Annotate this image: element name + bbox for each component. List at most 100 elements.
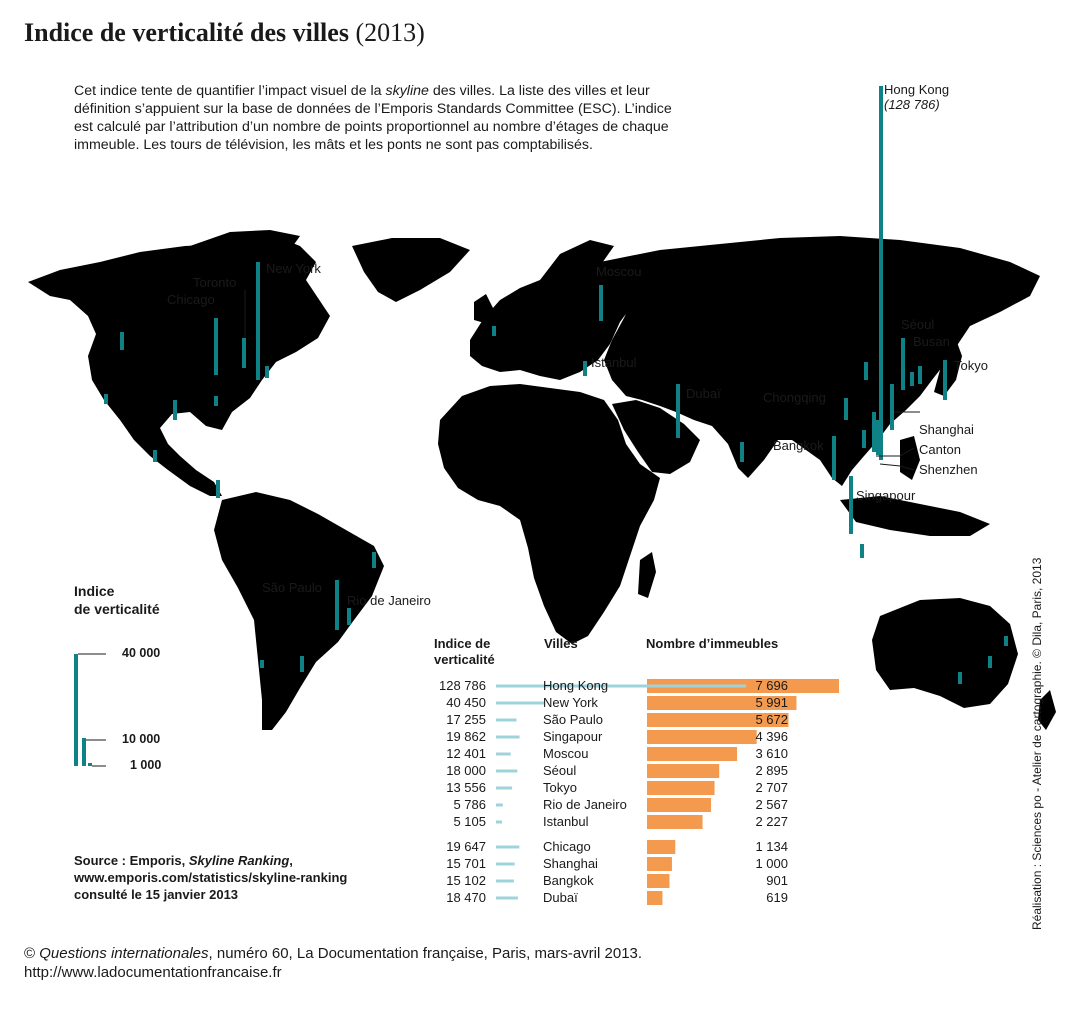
label-hong-kong: Hong Kong (128 786) bbox=[884, 82, 949, 112]
land-indonesia bbox=[840, 496, 990, 536]
table-cell-buildings: 2 227 bbox=[755, 814, 788, 829]
source-url: www.emporis.com/statistics/skyline-ranki… bbox=[74, 870, 348, 885]
bar-small bbox=[864, 362, 868, 380]
index-bar bbox=[496, 845, 520, 849]
bar-seoul bbox=[901, 338, 905, 390]
bar-small bbox=[740, 442, 744, 462]
bar-shenzhen bbox=[876, 420, 880, 455]
credit-url[interactable]: http://www.ladocumentationfrancaise.fr bbox=[24, 964, 282, 981]
buildings-bar bbox=[647, 815, 703, 829]
table-cell-city: Bangkok bbox=[543, 873, 594, 888]
table-cell-city: Dubaï bbox=[543, 890, 578, 905]
buildings-bar bbox=[647, 798, 712, 812]
index-bar bbox=[496, 769, 518, 773]
label-moscou: Moscou bbox=[596, 264, 642, 279]
bar-small bbox=[910, 372, 914, 386]
bar-bangkok bbox=[832, 436, 836, 480]
legend-value-1000: 1 000 bbox=[130, 758, 162, 772]
label-shanghai: Shanghai bbox=[919, 422, 974, 437]
table-cell-buildings: 5 672 bbox=[755, 712, 788, 727]
index-bar bbox=[496, 752, 511, 756]
source-prefix: Source : Emporis, bbox=[74, 853, 189, 868]
table-cell-city: Tokyo bbox=[543, 780, 577, 795]
legend-bars bbox=[74, 654, 92, 766]
buildings-bar bbox=[647, 747, 738, 761]
land-british-isles bbox=[474, 294, 494, 324]
bar-small bbox=[214, 396, 218, 406]
table-bars bbox=[496, 679, 839, 905]
label-chicago: Chicago bbox=[167, 292, 215, 307]
table-cell-buildings: 2 707 bbox=[755, 780, 788, 795]
label-hong-kong-value: (128 786) bbox=[884, 97, 940, 112]
bar-moscou bbox=[599, 285, 603, 321]
bar-toronto bbox=[242, 338, 246, 368]
land-africa bbox=[438, 384, 660, 644]
label-seoul: Séoul bbox=[901, 317, 935, 332]
table-cell-city: Rio de Janeiro bbox=[543, 797, 627, 812]
vertical-credit: Réalisation : Sciences po - Atelier de c… bbox=[1030, 557, 1044, 930]
leader-lines bbox=[78, 290, 920, 767]
city-bars bbox=[104, 86, 1008, 684]
table-cell-city: Shanghai bbox=[543, 856, 598, 871]
bar-small bbox=[173, 400, 177, 420]
bar-small bbox=[300, 656, 304, 672]
table-header-city: Villes bbox=[544, 636, 578, 651]
buildings-bar bbox=[647, 713, 789, 727]
buildings-bar bbox=[647, 891, 663, 905]
legend-title-line2: de verticalité bbox=[74, 601, 160, 617]
credit: © Questions internationales, numéro 60, … bbox=[24, 944, 642, 982]
land-australia bbox=[872, 598, 1018, 708]
bar-dubai bbox=[676, 384, 680, 438]
table-cell-buildings: 4 396 bbox=[755, 729, 788, 744]
land-scandinavia bbox=[540, 240, 614, 300]
intro-text: Cet indice tente de quantifier l’impact … bbox=[74, 82, 694, 154]
leader-canton bbox=[876, 447, 915, 457]
bar-small bbox=[862, 430, 866, 448]
page-title: Indice de verticalité des villes (2013) bbox=[24, 18, 425, 48]
legend-value-10000: 10 000 bbox=[122, 732, 161, 746]
table-cell-buildings: 7 696 bbox=[755, 678, 788, 693]
table-header-buildings: Nombre d’immeubles bbox=[646, 636, 779, 651]
bar-small bbox=[860, 544, 864, 558]
label-toronto: Toronto bbox=[193, 275, 237, 290]
table-cell-city: New York bbox=[543, 695, 598, 710]
table-cell-buildings: 1 000 bbox=[755, 856, 788, 871]
table-cell-city: Hong Kong bbox=[543, 678, 609, 693]
bar-small bbox=[1004, 636, 1008, 646]
table-cell-buildings: 5 991 bbox=[755, 695, 788, 710]
land-south-america bbox=[214, 492, 384, 730]
label-tokyo: Tokyo bbox=[954, 358, 988, 373]
table-cell-index: 19 862 bbox=[446, 729, 486, 744]
label-canton: Canton bbox=[919, 442, 961, 457]
land-asia bbox=[600, 236, 1040, 486]
index-bar bbox=[496, 786, 513, 790]
bar-istanbul bbox=[583, 361, 587, 376]
legend-bar-10000 bbox=[82, 738, 86, 766]
table-cell-buildings: 3 610 bbox=[755, 746, 788, 761]
source-title: Skyline Ranking bbox=[188, 853, 290, 868]
intro-italic: skyline bbox=[385, 83, 429, 99]
legend-bar-1000 bbox=[88, 763, 92, 766]
bar-rio bbox=[347, 608, 351, 625]
bar-canton bbox=[872, 412, 876, 452]
credit-details: , numéro 60, La Documentation française,… bbox=[208, 945, 643, 962]
bar-shanghai bbox=[890, 384, 894, 430]
label-busan: Busan bbox=[913, 334, 950, 349]
table-cell-city: Chicago bbox=[543, 839, 591, 854]
bar-chicago bbox=[214, 318, 218, 375]
bar-small bbox=[492, 326, 496, 336]
bar-singapour bbox=[849, 476, 853, 534]
table-cell-index: 5 786 bbox=[453, 797, 486, 812]
buildings-bar bbox=[647, 857, 672, 871]
legend-title: Indice de verticalité bbox=[74, 582, 160, 618]
label-dubai: Dubaï bbox=[686, 386, 721, 401]
land-europe bbox=[470, 262, 640, 380]
label-bangkok: Bangkok bbox=[773, 438, 824, 453]
label-sao-paulo: São Paulo bbox=[262, 580, 322, 595]
intro-before: Cet indice tente de quantifier l’impact … bbox=[74, 83, 386, 99]
title-year: (2013) bbox=[355, 18, 425, 47]
label-chongqing: Chongqing bbox=[763, 390, 826, 405]
bar-small bbox=[104, 394, 108, 404]
buildings-bar bbox=[647, 730, 757, 744]
